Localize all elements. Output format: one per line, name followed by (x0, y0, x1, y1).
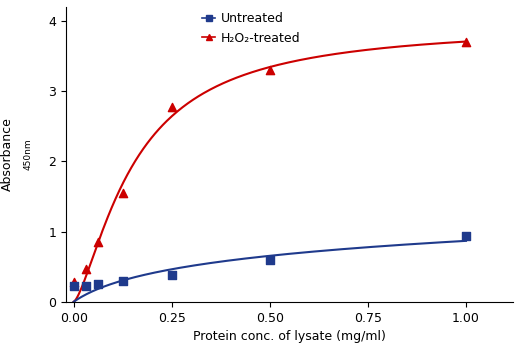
Point (462, 234, 470, 239)
Point (462, 39, 470, 45)
Point (167, 104, 176, 110)
Point (82, 283, 90, 288)
Point (94, 281, 102, 287)
Point (119, 190, 127, 196)
Text: 450nm: 450nm (23, 139, 32, 170)
Point (94, 239, 102, 245)
Point (266, 257, 274, 262)
X-axis label: Protein conc. of lysate (mg/ml): Protein conc. of lysate (mg/ml) (193, 330, 386, 343)
Point (70, 279, 78, 285)
Point (266, 67, 274, 73)
Point (82, 266, 90, 272)
Legend: Untreated, H₂O₂-treated: Untreated, H₂O₂-treated (197, 7, 306, 50)
Point (119, 279, 127, 284)
Point (167, 272, 176, 278)
Text: Absorbance: Absorbance (1, 117, 14, 191)
Point (70, 284, 78, 289)
